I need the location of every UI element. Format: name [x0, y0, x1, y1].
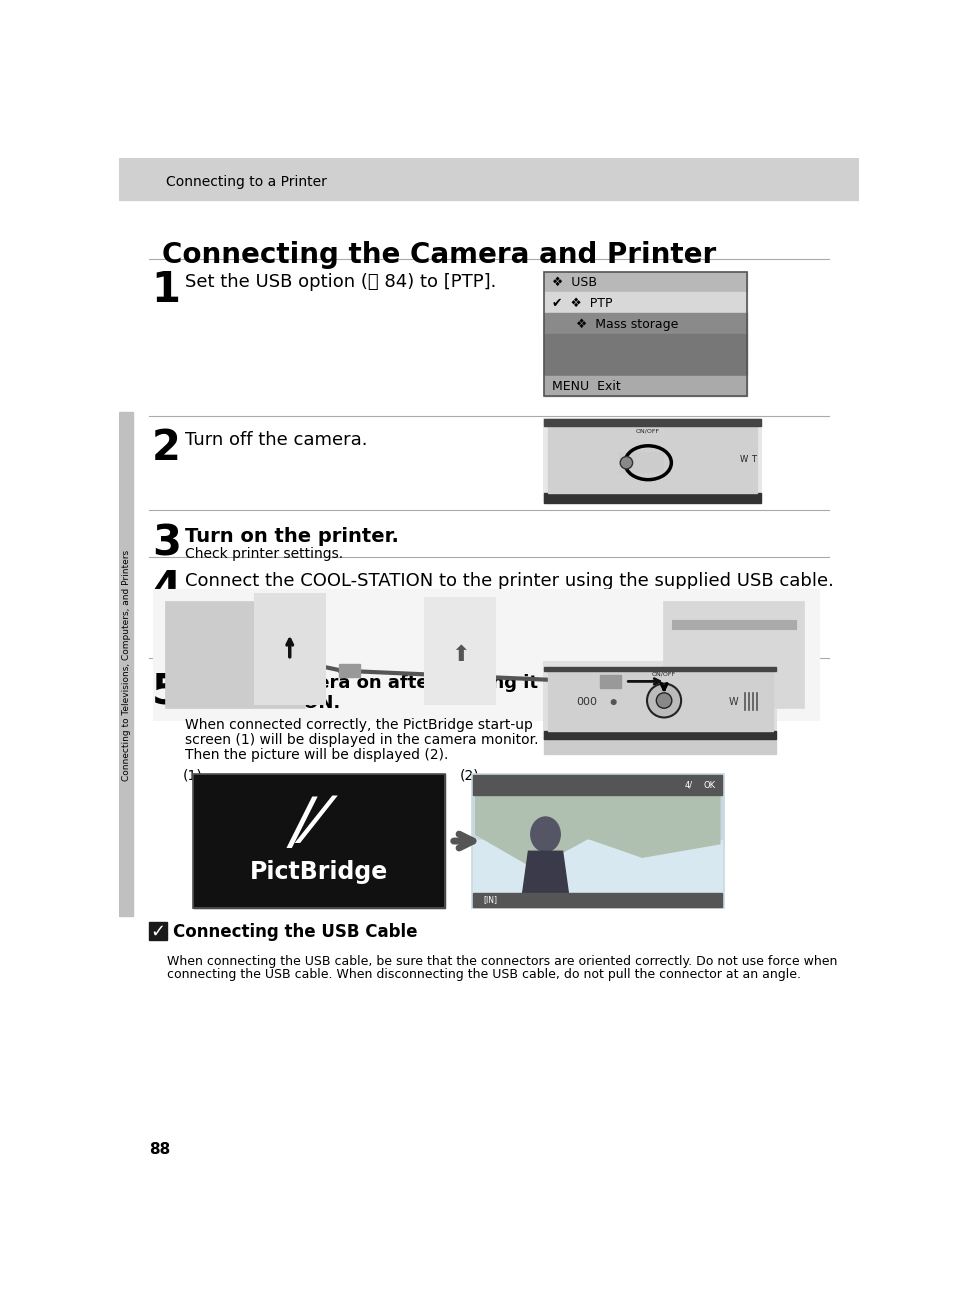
Bar	[671, 620, 795, 629]
Bar	[543, 272, 746, 397]
Bar	[254, 594, 324, 704]
Bar	[543, 666, 776, 671]
Text: W: W	[739, 455, 747, 464]
Bar	[543, 738, 776, 754]
Bar	[543, 334, 746, 355]
Text: ⬆: ⬆	[451, 645, 469, 665]
Circle shape	[646, 683, 680, 717]
Bar	[473, 894, 721, 907]
Text: When connected correctly, the PictBridge start-up: When connected correctly, the PictBridge…	[185, 719, 533, 732]
Text: ON/OFF: ON/OFF	[651, 671, 676, 677]
Bar	[619, 453, 661, 472]
Text: ❖  USB: ❖ USB	[551, 276, 596, 289]
Text: Connecting to a Printer: Connecting to a Printer	[166, 175, 326, 189]
Text: [IN]: [IN]	[483, 895, 497, 904]
Bar	[599, 675, 620, 687]
Bar	[543, 355, 746, 376]
Text: 2: 2	[152, 427, 180, 469]
Bar	[543, 293, 746, 313]
Text: W: W	[728, 696, 738, 707]
Bar	[425, 598, 495, 704]
Text: Turn on the printer.: Turn on the printer.	[185, 527, 398, 545]
Circle shape	[656, 692, 671, 708]
Text: connecting the USB cable. When disconnecting the USB cable, do not pull the conn: connecting the USB cable. When disconnec…	[167, 967, 801, 980]
Bar	[472, 774, 723, 908]
Bar	[543, 272, 746, 293]
Text: (1): (1)	[183, 769, 202, 782]
Bar	[543, 419, 760, 426]
Bar	[543, 376, 746, 397]
Bar	[543, 313, 746, 334]
Bar	[338, 665, 360, 677]
Bar	[166, 602, 305, 708]
Text: Connecting the Camera and Printer: Connecting the Camera and Printer	[162, 240, 716, 269]
Text: Connecting to Televisions, Computers, and Printers: Connecting to Televisions, Computers, an…	[122, 551, 131, 782]
Bar	[473, 840, 721, 907]
Bar	[193, 774, 444, 908]
Bar	[154, 590, 819, 720]
Text: COOL-STATION.: COOL-STATION.	[185, 694, 340, 712]
Text: ON/OFF: ON/OFF	[636, 428, 659, 434]
Polygon shape	[476, 778, 720, 869]
Text: 4/: 4/	[684, 781, 692, 790]
Bar	[543, 419, 760, 503]
Text: 000: 000	[576, 696, 597, 707]
Text: Connecting the USB Cable: Connecting the USB Cable	[173, 922, 417, 941]
Bar	[193, 774, 444, 908]
Bar	[149, 918, 828, 982]
Text: Set the USB option (Ⓢ 84) to [PTP].: Set the USB option (Ⓢ 84) to [PTP].	[185, 273, 496, 292]
Text: ✓: ✓	[151, 922, 166, 941]
Text: PictBridge: PictBridge	[250, 861, 388, 884]
Text: Turn the camera on after placing it in the: Turn the camera on after placing it in t…	[185, 674, 602, 692]
Text: screen (1) will be displayed in the camera monitor.: screen (1) will be displayed in the came…	[185, 733, 538, 746]
Text: Connect the COOL-STATION to the printer using the supplied USB cable.: Connect the COOL-STATION to the printer …	[185, 572, 833, 590]
Text: T: T	[750, 455, 755, 464]
Text: ✔  ❖  PTP: ✔ ❖ PTP	[551, 297, 612, 310]
Bar	[119, 158, 858, 200]
Text: ❖  Mass storage: ❖ Mass storage	[551, 318, 678, 331]
Text: 88: 88	[149, 1142, 170, 1156]
Bar	[473, 775, 721, 795]
Bar	[547, 670, 772, 732]
Ellipse shape	[530, 817, 559, 851]
Polygon shape	[521, 851, 568, 896]
Text: (2): (2)	[459, 769, 479, 782]
Bar	[547, 427, 757, 493]
Circle shape	[619, 456, 632, 469]
Bar	[543, 732, 776, 738]
Text: /⁄: /⁄	[290, 795, 321, 855]
Bar	[663, 602, 802, 708]
Text: 4: 4	[152, 568, 180, 610]
Text: When connecting the USB cable, be sure that the connectors are oriented correctl: When connecting the USB cable, be sure t…	[167, 955, 837, 967]
Text: 3: 3	[152, 523, 181, 565]
Text: MENU  Exit: MENU Exit	[551, 380, 619, 393]
Text: 5: 5	[152, 670, 180, 712]
Text: Check printer settings.: Check printer settings.	[185, 547, 343, 561]
Bar	[543, 493, 760, 503]
Bar	[149, 921, 167, 940]
Bar	[119, 411, 133, 916]
Text: OK: OK	[703, 781, 716, 790]
Circle shape	[611, 700, 616, 704]
Text: Then the picture will be displayed (2).: Then the picture will be displayed (2).	[185, 748, 448, 762]
Bar	[543, 662, 776, 738]
Text: Turn off the camera.: Turn off the camera.	[185, 431, 367, 449]
Text: 1: 1	[152, 269, 181, 311]
